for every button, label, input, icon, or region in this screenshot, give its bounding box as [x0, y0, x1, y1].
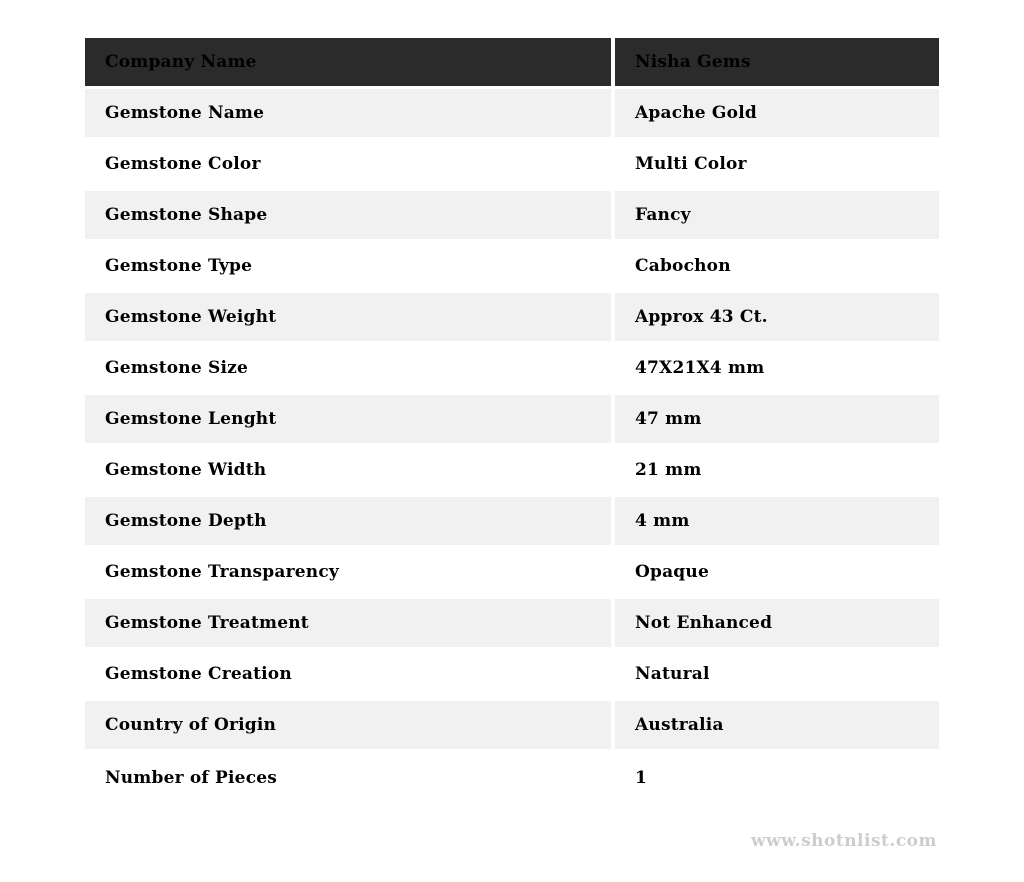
table-row: Gemstone Weight Approx 43 Ct.	[85, 293, 939, 344]
spec-value-cell: 21 mm	[615, 446, 939, 497]
spec-value-cell: 47X21X4 mm	[615, 344, 939, 395]
spec-label-cell: Gemstone Weight	[85, 293, 615, 344]
spec-value-cell: 47 mm	[615, 395, 939, 446]
table-row: Gemstone Type Cabochon	[85, 242, 939, 293]
spec-label-cell: Gemstone Type	[85, 242, 615, 293]
spec-value-cell: Opaque	[615, 548, 939, 599]
table-row: Gemstone Treatment Not Enhanced	[85, 599, 939, 650]
spec-label-cell: Country of Origin	[85, 701, 615, 752]
spec-label-cell: Gemstone Size	[85, 344, 615, 395]
table-row: Number of Pieces 1	[85, 752, 939, 803]
spec-label-cell: Gemstone Creation	[85, 650, 615, 701]
table-row: Gemstone Width 21 mm	[85, 446, 939, 497]
spec-label-cell: Gemstone Depth	[85, 497, 615, 548]
table-row: Gemstone Transparency Opaque	[85, 548, 939, 599]
spec-value-cell: 1	[615, 752, 939, 803]
table-row: Gemstone Creation Natural	[85, 650, 939, 701]
table-row: Gemstone Depth 4 mm	[85, 497, 939, 548]
spec-label-cell: Gemstone Transparency	[85, 548, 615, 599]
spec-label-cell: Gemstone Treatment	[85, 599, 615, 650]
table-row: Gemstone Size 47X21X4 mm	[85, 344, 939, 395]
spec-table-header: Company Name Nisha Gems	[85, 38, 939, 89]
spec-value-cell: Natural	[615, 650, 939, 701]
spec-value-cell: 4 mm	[615, 497, 939, 548]
spec-label-cell: Gemstone Lenght	[85, 395, 615, 446]
table-row: Gemstone Color Multi Color	[85, 140, 939, 191]
spec-value-cell: Cabochon	[615, 242, 939, 293]
spec-value-cell: Multi Color	[615, 140, 939, 191]
header-row: Company Name Nisha Gems	[85, 38, 939, 89]
spec-label-cell: Gemstone Shape	[85, 191, 615, 242]
spec-value-cell: Fancy	[615, 191, 939, 242]
spec-label-cell: Number of Pieces	[85, 752, 615, 803]
table-row: Country of Origin Australia	[85, 701, 939, 752]
spec-label-cell: Gemstone Width	[85, 446, 615, 497]
table-row: Gemstone Name Apache Gold	[85, 89, 939, 140]
spec-value-cell: Approx 43 Ct.	[615, 293, 939, 344]
header-value-cell: Nisha Gems	[615, 38, 939, 89]
spec-value-cell: Apache Gold	[615, 89, 939, 140]
spec-table-body: Gemstone Name Apache Gold Gemstone Color…	[85, 89, 939, 803]
spec-value-cell: Australia	[615, 701, 939, 752]
spec-value-cell: Not Enhanced	[615, 599, 939, 650]
gemstone-spec-table: Company Name Nisha Gems Gemstone Name Ap…	[85, 38, 939, 803]
spec-label-cell: Gemstone Name	[85, 89, 615, 140]
table-row: Gemstone Shape Fancy	[85, 191, 939, 242]
table-row: Gemstone Lenght 47 mm	[85, 395, 939, 446]
spec-label-cell: Gemstone Color	[85, 140, 615, 191]
header-label-cell: Company Name	[85, 38, 615, 89]
watermark-text: www.shotnlist.com	[750, 831, 937, 851]
